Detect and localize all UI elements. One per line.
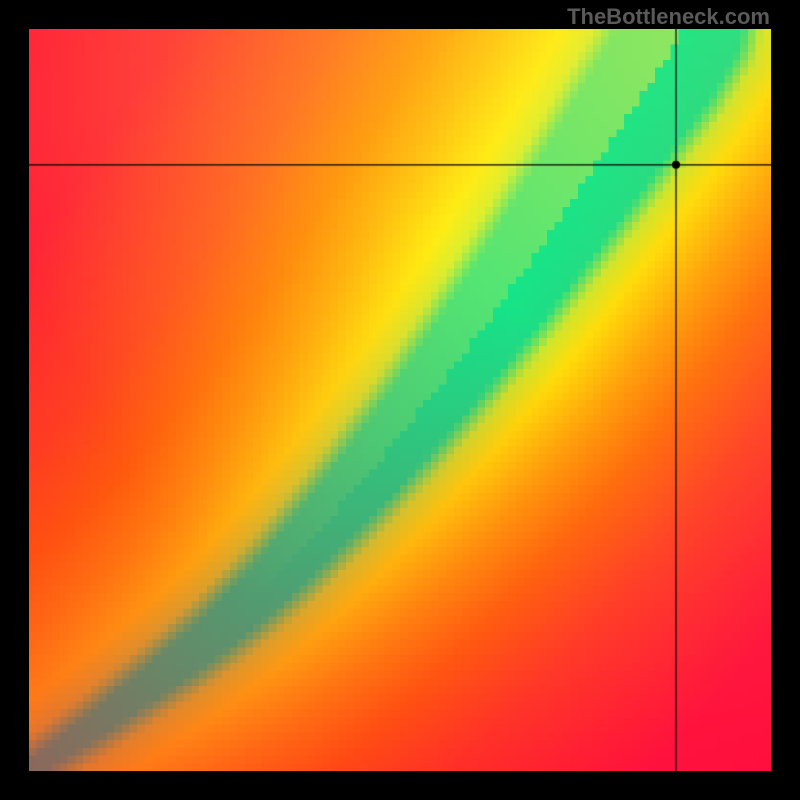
bottleneck-heatmap: [29, 29, 771, 771]
watermark-text: TheBottleneck.com: [567, 4, 770, 30]
chart-container: TheBottleneck.com: [0, 0, 800, 800]
